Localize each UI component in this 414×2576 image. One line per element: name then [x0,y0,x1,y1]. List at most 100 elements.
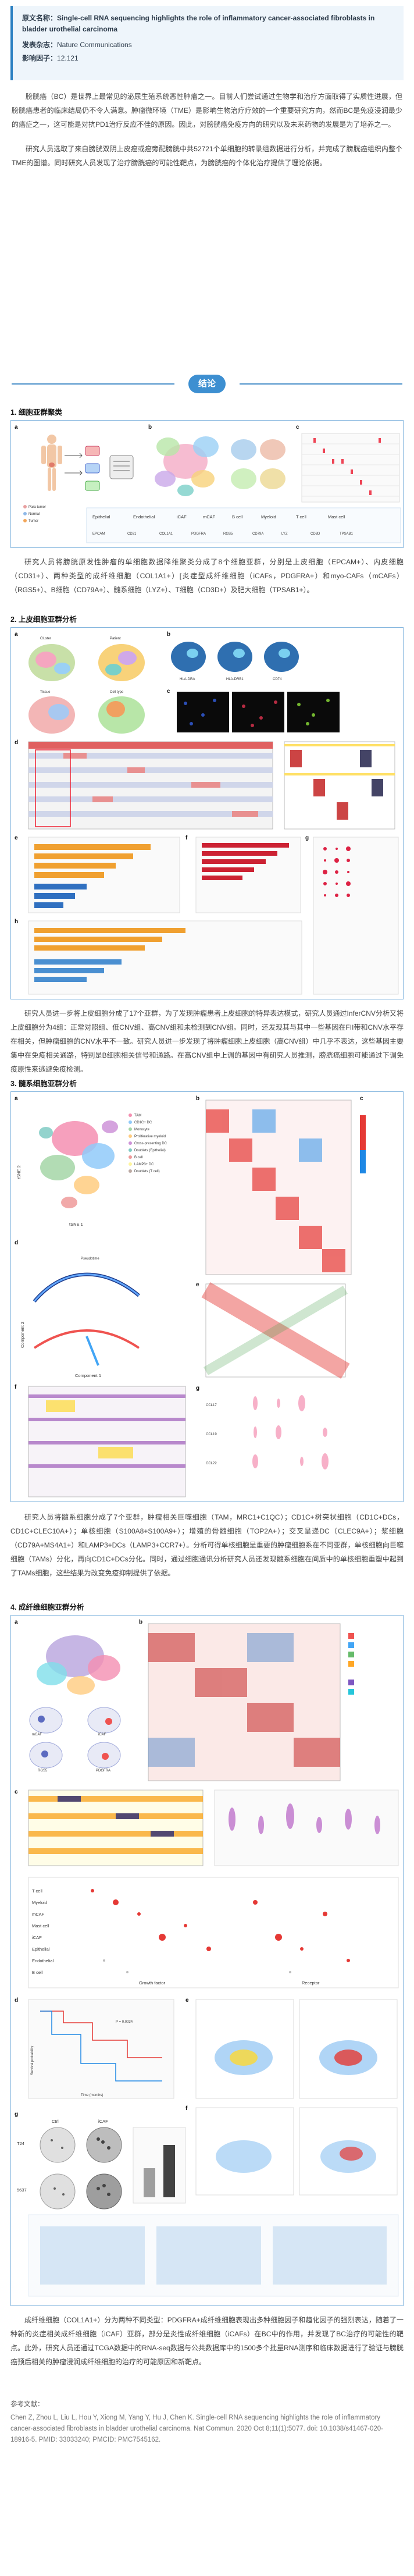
fig2-tab-patient: Patient [110,637,121,641]
fig2-gene-hla-drb1: HLA-DRB1 [226,678,244,681]
fig1-violin-grid [301,433,400,503]
figure-2-svg: a Cluster Patient Tissue Cell type b HLA… [15,631,399,995]
figure-3-svg: a tSNE 1 tSNE 2 TAM CD1C+ DC Monocyte Pr… [15,1095,366,1497]
fig2-panel-f: f [185,835,188,841]
fig3-panel-f: f [15,1384,17,1390]
fig3-panel-e: e [196,1282,199,1288]
fig2-cnv-heatmap [28,741,273,830]
fig4-g-ctrl: Ctrl [52,2119,59,2124]
intro-text: 膀胱癌（BC）是世界上最常见的泌尿生殖系统恶性肿瘤之一。目前人们尝试通过生物学和… [12,90,402,170]
fig1-gene-4: PDGFRA [191,532,206,536]
divider-line-left [12,383,174,385]
fig1-gene-3: COL1A1 [159,532,173,536]
fig3-tsne: tSNE 1 tSNE 2 [16,1120,118,1227]
fig3-bottom-heatmap [28,1386,186,1497]
fig4-g-5637: 5637 [17,2187,27,2193]
fig1-legend-1: Para-tumor [28,506,46,509]
fig3-panel-b: b [196,1095,199,1102]
article-meta-box: 原文名称：Single-cell RNA sequencing highligh… [10,6,404,80]
intro-paragraph-1: 膀胱癌（BC）是世界上最常见的泌尿生殖系统恶性肿瘤之一。目前人们尝试通过生物学和… [12,92,402,129]
fig4-g-t24: T24 [17,2141,24,2146]
fig2-bottom-bars [28,920,302,995]
fig4-d-pval: P = 0.0034 [116,2020,133,2024]
conclusion-badge: 结论 [188,375,226,393]
figure-4-svg: a mCAF iCAF RGS5 PDGFRA b [15,1619,399,2297]
fig3-legend-1: TAM [134,1114,141,1118]
fig1-cluster-5: B cell [232,514,243,520]
fig2-panel-e: e [15,835,18,841]
fig2-umap-grid: Cluster Patient Tissue Cell type [28,637,145,734]
fig1-gene-9: TPSAB1 [340,532,354,536]
fig1-legend: Para-tumor Normal Tumor [23,505,46,523]
fig4-panel-b: b [139,1619,142,1625]
fig4-tsne: mCAF iCAF RGS5 PDGFRA [29,1635,121,1773]
meta-source-line: 发表杂志：Nature Communications [22,40,394,51]
figure-4: a mCAF iCAF RGS5 PDGFRA b [10,1615,404,2306]
fig3-comp2: Component 2 [20,1322,25,1348]
fig4-panel-g: g [15,2111,18,2118]
fig3-legend-9: Doublets (T cell) [134,1170,160,1173]
fig1-gene-5: RGS5 [223,532,233,536]
section-title-3: 3. 髓系细胞亚群分析 [10,1080,77,1088]
meta-impact: 12.121 [57,54,78,62]
fig4-panel-c: c [15,1789,18,1795]
figure-1-svg: a Para-tum [15,424,401,543]
meta-source-label: 发表杂志： [22,41,58,49]
fig3-xlabel: tSNE 1 [69,1222,83,1227]
fig2-panel-b: b [167,631,170,638]
reference-entry: Chen Z, Zhou L, Liu L, Hou Y, Xiong M, Y… [10,2414,383,2443]
fig1-gene-1: EPCAM [92,532,105,536]
fig4-panel-e: e [185,1997,189,2004]
fig4-flow-bottom [195,2107,398,2196]
fig4-a-pdgfra: PDGFRA [96,1769,110,1773]
section-title-2: 2. 上皮细胞亚群分析 [10,615,77,624]
fig1-legend-2: Normal [28,513,40,516]
meta-impact-line: 影响因子：12.121 [22,53,394,64]
fig4-bubble-panel: T cell Myeloid mCAF Mast cell iCAF Epith… [28,1877,399,1988]
fig3-panel-c: c [360,1095,363,1102]
fig4-flow-plots [195,1999,398,2099]
fig3-legend-4: Proliferative myeloid [134,1135,166,1138]
fig2-gene-hla-dra: HLA-DRA [180,678,195,681]
fig1-cluster-6: Myeloid [261,514,276,520]
fig3-violin-ccl22: CCL22 [206,1462,217,1465]
fig1-cluster-3: iCAF [177,514,187,520]
fig2-gene-cd74: CD74 [273,678,282,681]
fig4-c-xl: Growth factor [139,1980,166,1986]
fig3-panel-g: g [196,1385,199,1392]
fig3-legend-8: LAMP3+ DC [134,1163,154,1166]
fig3-panel-a: a [15,1095,18,1102]
fig4-g-bars [133,2127,186,2204]
sample-tubes [85,446,134,491]
fig4-c-row-5: iCAF [32,1935,42,1940]
fig2-tab-tissue: Tissue [40,691,51,694]
meta-title-label: 原文名称： [22,14,58,22]
fig3-violins: CCL17 CCL19 CCL22 [206,1395,329,1470]
fig4-panel-f: f [185,2105,188,2112]
fig2-dotplot [313,837,399,995]
fig2-panel-g: g [305,835,309,841]
fig4-c-row-4: Mast cell [32,1923,49,1929]
meta-title: Single-cell RNA sequencing highlights th… [22,14,375,33]
fig3-legend-3: Monocyte [134,1128,150,1132]
fig1-panel-b: b [148,424,152,430]
caption-1: 研究人员将膀胱原发性肿瘤的单细胞数据降维聚类分成了8个细胞亚群，分别是上皮细胞（… [10,558,404,594]
fig1-legend-3: Tumor [28,520,38,523]
fig1-gene-2: CD31 [127,532,137,536]
section-title-4: 4. 成纤维细胞亚群分析 [10,1603,84,1611]
fig4-violin-c [214,1789,399,1866]
fig3-legend: TAM CD1C+ DC Monocyte Proliferative myel… [129,1113,167,1173]
divider-line-right [240,383,402,385]
meta-source: Nature Communications [57,41,132,49]
references-heading: 参考文献： [10,2401,44,2408]
fig4-c-row-7: Endothelial [32,1958,53,1963]
fig2-fluorescence [177,692,340,732]
conclusion-divider: 结论 [0,372,414,396]
fig1-tsne-small-panels [231,439,285,489]
fig4-a-rgs5: RGS5 [38,1769,48,1773]
fig2-tab-cluster: Cluster [40,637,51,641]
section-title-1: 1. 细胞亚群聚类 [10,408,62,417]
fig1-cluster-2: Endothelial [133,514,155,520]
fig3-pseudotime: Pseudotime [81,1257,99,1261]
fig3-violin-ccl17: CCL17 [206,1404,217,1407]
